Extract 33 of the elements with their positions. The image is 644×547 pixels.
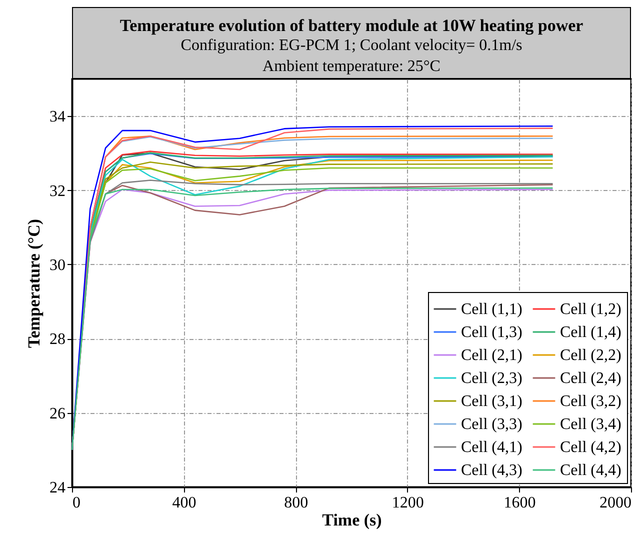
legend-label: Cell (3,2) [560, 393, 622, 410]
legend-label: Cell (1,3) [461, 324, 522, 341]
x-tick-label: 400 [172, 494, 196, 512]
y-tick-label: 26 [50, 405, 66, 422]
legend-label: Cell (4,2) [560, 439, 622, 456]
legend-label: Cell (3,4) [560, 416, 622, 433]
text: Ambient temperature: 25°C [262, 58, 440, 75]
y-tick-label: 24 [50, 480, 66, 496]
legend-label: Cell (2,2) [560, 347, 622, 364]
y-axis-title: Temperature (°C) [24, 218, 44, 348]
legend-label: Cell (1,4) [560, 324, 622, 341]
legend-label: Cell (4,3) [461, 462, 522, 479]
y-tick-label: 28 [50, 331, 66, 348]
legend-label: Cell (4,4) [560, 462, 622, 479]
x-tick-label: 2000 [600, 494, 632, 512]
y-tick-label: 32 [50, 182, 66, 200]
legend-label: Cell (4,1) [461, 439, 522, 456]
legend-label: Cell (3,3) [461, 416, 522, 433]
x-tick-label: 800 [284, 494, 308, 512]
legend-label: Cell (3,1) [461, 393, 522, 410]
x-axis-title: Time (s) [322, 510, 382, 530]
chart-title: Temperature evolution of battery module at 10W heating power [120, 16, 584, 35]
legend-label: Cell (1,2) [560, 301, 622, 318]
x-tick-label: 1200 [392, 494, 424, 512]
y-tick-label: 30 [50, 256, 66, 274]
x-tick-label: 0 [72, 494, 80, 512]
legend-label: Cell (1,1) [461, 301, 522, 318]
legend-label: Cell (2,1) [461, 347, 522, 364]
chart-subtitle: Configuration: EG-PCM 1; Coolant velocity= 0.1m/s [180, 37, 522, 54]
x-tick-label: 1600 [504, 494, 536, 512]
legend-label: Cell (2,4) [560, 370, 622, 387]
y-tick-label: 34 [50, 108, 66, 126]
legend-label: Cell (2,3) [461, 370, 522, 387]
